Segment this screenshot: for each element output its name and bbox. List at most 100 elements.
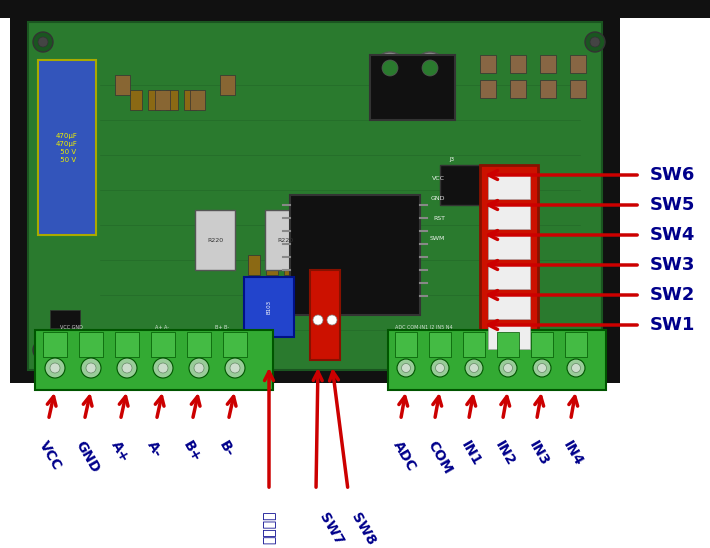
Circle shape (374, 52, 406, 84)
Bar (510, 80, 526, 98)
Bar (395, 332, 417, 357)
Text: VCC: VCC (36, 438, 64, 472)
Text: B-: B- (217, 438, 236, 459)
Text: ADC COM·IN1 I2 IN5 N4: ADC COM·IN1 I2 IN5 N4 (395, 325, 453, 330)
Circle shape (590, 345, 600, 355)
Circle shape (81, 358, 101, 378)
Bar (187, 332, 211, 357)
Bar (370, 55, 455, 120)
Circle shape (50, 363, 60, 373)
Text: A-: A- (144, 438, 165, 459)
Bar (265, 210, 305, 270)
Bar (570, 55, 586, 73)
Bar (155, 90, 170, 110)
Text: SW7: SW7 (316, 510, 346, 547)
Text: VCC: VCC (432, 175, 445, 180)
Circle shape (422, 60, 438, 76)
Text: 470μF
470μF
 50 V
 50 V: 470μF 470μF 50 V 50 V (56, 133, 78, 163)
Bar (166, 90, 178, 110)
Bar (463, 332, 485, 357)
Bar (220, 75, 235, 95)
Bar (531, 332, 553, 357)
Circle shape (435, 363, 444, 373)
Bar (223, 332, 247, 357)
Text: B+: B+ (180, 438, 204, 464)
Bar (115, 332, 139, 357)
Text: 内部调速: 内部调速 (262, 510, 276, 544)
Text: SW5: SW5 (650, 196, 695, 214)
Bar (480, 55, 496, 73)
Text: B+ B-: B+ B- (215, 325, 229, 330)
Text: A+ A-: A+ A- (155, 325, 169, 330)
Bar (480, 80, 496, 98)
Bar (38, 60, 96, 235)
Circle shape (585, 32, 605, 52)
Bar (488, 265, 530, 289)
Circle shape (401, 363, 410, 373)
Text: RST: RST (433, 215, 445, 220)
Text: VCC GND: VCC GND (60, 325, 83, 330)
Text: COM: COM (425, 438, 454, 476)
Bar (310, 270, 340, 360)
Bar (570, 80, 586, 98)
Bar (488, 205, 530, 229)
Circle shape (533, 359, 551, 377)
Bar (248, 255, 260, 275)
Bar (290, 195, 420, 315)
Text: IN2: IN2 (493, 438, 518, 468)
Circle shape (117, 358, 137, 378)
Bar (50, 310, 80, 328)
Text: GND: GND (72, 438, 102, 475)
Bar (429, 332, 451, 357)
Bar (540, 80, 556, 98)
Text: B103: B103 (266, 300, 271, 314)
Circle shape (38, 345, 48, 355)
Circle shape (585, 340, 605, 360)
Text: SW4: SW4 (650, 226, 695, 244)
Bar (488, 295, 530, 319)
Circle shape (33, 32, 53, 52)
Text: IN1: IN1 (459, 438, 484, 468)
Circle shape (122, 363, 132, 373)
Bar (302, 255, 314, 275)
Bar (320, 255, 332, 275)
Text: GND: GND (430, 196, 445, 201)
Bar (497, 332, 519, 357)
Circle shape (397, 359, 415, 377)
Text: SW8: SW8 (348, 510, 378, 547)
Text: ADC: ADC (391, 438, 419, 473)
Text: R220: R220 (207, 237, 223, 243)
Circle shape (225, 358, 245, 378)
Circle shape (503, 363, 513, 373)
Circle shape (590, 37, 600, 47)
Circle shape (230, 363, 240, 373)
Circle shape (86, 363, 96, 373)
Bar (43, 332, 67, 357)
Bar (130, 90, 142, 110)
Circle shape (382, 60, 398, 76)
Bar (151, 332, 175, 357)
Circle shape (38, 37, 48, 47)
Text: SW6: SW6 (650, 166, 695, 184)
Bar (540, 55, 556, 73)
Text: R220: R220 (277, 237, 293, 243)
Circle shape (153, 358, 173, 378)
Circle shape (537, 363, 547, 373)
Circle shape (194, 363, 204, 373)
Bar (0, 0, 710, 18)
Bar (480, 165, 538, 365)
Bar (488, 175, 530, 199)
Circle shape (158, 363, 168, 373)
Circle shape (327, 315, 337, 325)
Text: SW1: SW1 (650, 316, 695, 334)
Circle shape (465, 359, 483, 377)
Bar (190, 90, 205, 110)
Bar (115, 75, 130, 95)
Circle shape (414, 52, 446, 84)
Text: A+: A+ (109, 438, 132, 464)
Bar (184, 90, 196, 110)
Bar (284, 255, 296, 275)
Circle shape (313, 315, 323, 325)
Bar (510, 55, 526, 73)
Circle shape (431, 359, 449, 377)
